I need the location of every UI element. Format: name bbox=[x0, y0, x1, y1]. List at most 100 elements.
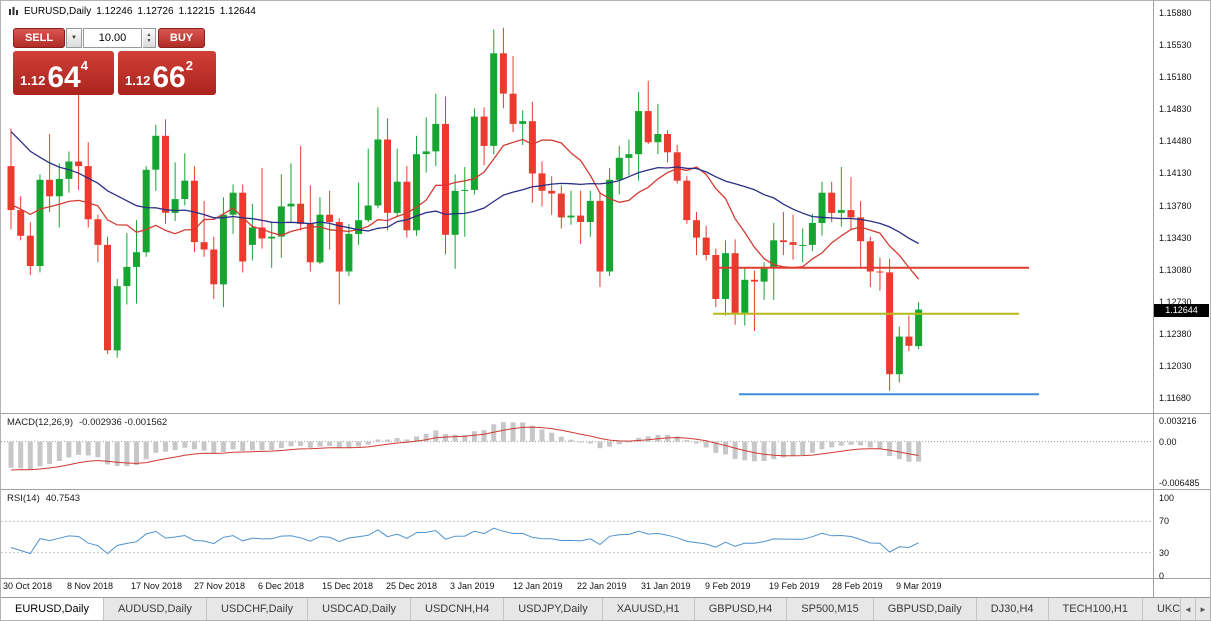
time-label: 28 Feb 2019 bbox=[832, 581, 883, 591]
time-label: 15 Dec 2018 bbox=[322, 581, 374, 591]
moving-average-lines bbox=[10, 131, 920, 280]
tab-usdchf-daily[interactable]: USDCHF,Daily bbox=[207, 598, 309, 620]
time-label: 27 Nov 2018 bbox=[194, 581, 246, 591]
volume-input[interactable] bbox=[83, 28, 142, 48]
rsi-tick: 0 bbox=[1159, 571, 1165, 581]
tabs-scroll-left-button[interactable]: ◄ bbox=[1180, 598, 1195, 620]
macd-tick: 0.003216 bbox=[1159, 416, 1197, 426]
trade-prices-row: 1.12 64 4 1.12 66 2 bbox=[13, 51, 217, 95]
macd-indicator-canvas[interactable] bbox=[1, 414, 1153, 489]
time-label: 19 Feb 2019 bbox=[769, 581, 820, 591]
ohlc-open: 1.12246 bbox=[96, 6, 133, 17]
ma-slow bbox=[10, 131, 919, 245]
sell-button[interactable]: SELL bbox=[13, 28, 65, 48]
tab-dj30-h4[interactable]: DJ30,H4 bbox=[977, 598, 1049, 620]
ma-fast bbox=[10, 138, 920, 280]
rsi-label: RSI(14) 40.7543 bbox=[7, 493, 86, 504]
rsi-name: RSI(14) bbox=[7, 493, 40, 504]
macd-values: -0.002936 -0.001562 bbox=[79, 417, 168, 428]
spin-up-icon: ▲ bbox=[146, 31, 152, 38]
sell-price-pips: 64 bbox=[47, 60, 81, 94]
caret-down-icon: ▼ bbox=[71, 35, 77, 41]
macd-histogram bbox=[8, 422, 922, 470]
tab-usdjpy-daily[interactable]: USDJPY,Daily bbox=[504, 598, 603, 620]
scroll-left-icon: ◄ bbox=[1184, 605, 1192, 614]
price-tick: 1.13080 bbox=[1159, 265, 1192, 275]
price-axis: 1.12644 1.15880 1.15530 1.15180 1.14830 1.14… bbox=[1154, 1, 1210, 597]
tab-usdcad-daily[interactable]: USDCAD,Daily bbox=[308, 598, 412, 620]
rsi-tick: 70 bbox=[1159, 516, 1170, 526]
symbol-header: EURUSD,Daily 1.12246 1.12726 1.12215 1.1… bbox=[8, 6, 256, 17]
time-axis: 30 Oct 2018 8 Nov 2018 17 Nov 2018 27 Nov 2… bbox=[1, 579, 1153, 597]
time-label: 30 Oct 2018 bbox=[3, 581, 53, 591]
volume-dropdown-button[interactable]: ▼ bbox=[66, 28, 82, 48]
rsi-tick: 30 bbox=[1159, 548, 1170, 558]
tab-usdcnh-h4[interactable]: USDCNH,H4 bbox=[411, 598, 505, 620]
spin-down-icon: ▼ bbox=[146, 38, 152, 44]
time-label: 31 Jan 2019 bbox=[641, 581, 691, 591]
current-price-badge: 1.12644 bbox=[1154, 304, 1209, 317]
tabs-scroll-right-button[interactable]: ► bbox=[1195, 598, 1210, 620]
rsi-value: 40.7543 bbox=[45, 493, 81, 504]
price-tick: 1.14480 bbox=[1159, 136, 1192, 146]
tab-ukc[interactable]: UKC bbox=[1143, 598, 1180, 620]
price-tick: 1.12030 bbox=[1159, 361, 1192, 371]
time-label: 6 Dec 2018 bbox=[258, 581, 305, 591]
panel-separator bbox=[1, 578, 1210, 579]
buy-price-point: 2 bbox=[185, 58, 193, 73]
tab-eurusd-daily[interactable]: EURUSD,Daily bbox=[1, 598, 104, 620]
horizontal-trend-lines bbox=[713, 266, 1039, 396]
price-chart-canvas[interactable] bbox=[1, 1, 1153, 413]
time-label: 9 Mar 2019 bbox=[896, 581, 942, 591]
chart-tabs-bar: EURUSD,Daily AUDUSD,Daily USDCHF,Daily USDC… bbox=[1, 597, 1210, 620]
price-tick: 1.14130 bbox=[1159, 168, 1192, 178]
sell-price-button[interactable]: 1.12 64 4 bbox=[13, 51, 114, 95]
panel-separator bbox=[1, 413, 1210, 414]
symbol-timeframe-label: EURUSD,Daily bbox=[24, 6, 92, 17]
scroll-right-icon: ► bbox=[1199, 605, 1207, 614]
macd-label: MACD(12,26,9) -0.002936 -0.001562 bbox=[7, 417, 173, 428]
buy-price-pips: 66 bbox=[152, 60, 186, 94]
tab-xauusd-h1[interactable]: XAUUSD,H1 bbox=[603, 598, 695, 620]
volume-spinner[interactable]: ▲ ▼ bbox=[143, 28, 156, 48]
rsi-indicator-canvas[interactable] bbox=[1, 490, 1153, 578]
price-tick: 1.14830 bbox=[1159, 104, 1192, 114]
tab-sp500-m15[interactable]: SP500,M15 bbox=[787, 598, 874, 620]
rsi-tick: 100 bbox=[1159, 493, 1175, 503]
price-tick: 1.12380 bbox=[1159, 329, 1192, 339]
time-label: 8 Nov 2018 bbox=[67, 581, 114, 591]
trade-controls-row: SELL ▼ ▲ ▼ BUY bbox=[13, 28, 217, 48]
tab-gbpusd-daily[interactable]: GBPUSD,Daily bbox=[874, 598, 977, 620]
time-label: 9 Feb 2019 bbox=[705, 581, 751, 591]
tab-gbpusd-h4[interactable]: GBPUSD,H4 bbox=[695, 598, 788, 620]
macd-name: MACD(12,26,9) bbox=[7, 417, 73, 428]
one-click-trading-widget: SELL ▼ ▲ ▼ BUY 1.12 64 4 1.12 66 2 bbox=[13, 28, 217, 95]
candlesticks bbox=[7, 27, 923, 391]
price-tick: 1.11680 bbox=[1159, 393, 1191, 403]
price-tick: 1.15180 bbox=[1159, 72, 1192, 82]
panel-separator bbox=[1, 489, 1210, 490]
price-tick: 1.13780 bbox=[1159, 201, 1192, 211]
price-tick: 1.15880 bbox=[1159, 8, 1192, 18]
price-tick: 1.12730 bbox=[1159, 297, 1192, 307]
buy-price-prefix: 1.12 bbox=[125, 73, 151, 88]
sell-price-prefix: 1.12 bbox=[20, 73, 46, 88]
chart-icon bbox=[9, 7, 18, 15]
time-label: 3 Jan 2019 bbox=[450, 581, 495, 591]
ohlc-low: 1.12215 bbox=[178, 6, 215, 17]
time-label: 17 Nov 2018 bbox=[131, 581, 183, 591]
tab-audusd-daily[interactable]: AUDUSD,Daily bbox=[104, 598, 207, 620]
tab-tech100-h1[interactable]: TECH100,H1 bbox=[1049, 598, 1143, 620]
time-label: 22 Jan 2019 bbox=[577, 581, 627, 591]
macd-tick: -0.006485 bbox=[1159, 478, 1200, 488]
tab-strip: EURUSD,Daily AUDUSD,Daily USDCHF,Daily USDC… bbox=[1, 598, 1180, 620]
price-tick: 1.15530 bbox=[1159, 40, 1192, 50]
macd-signal-line bbox=[10, 426, 919, 471]
rsi-line bbox=[10, 527, 919, 555]
sell-price-point: 4 bbox=[80, 58, 88, 73]
buy-button[interactable]: BUY bbox=[158, 28, 205, 48]
price-axis-separator bbox=[1153, 1, 1154, 597]
buy-price-button[interactable]: 1.12 66 2 bbox=[118, 51, 216, 95]
time-label: 12 Jan 2019 bbox=[513, 581, 563, 591]
